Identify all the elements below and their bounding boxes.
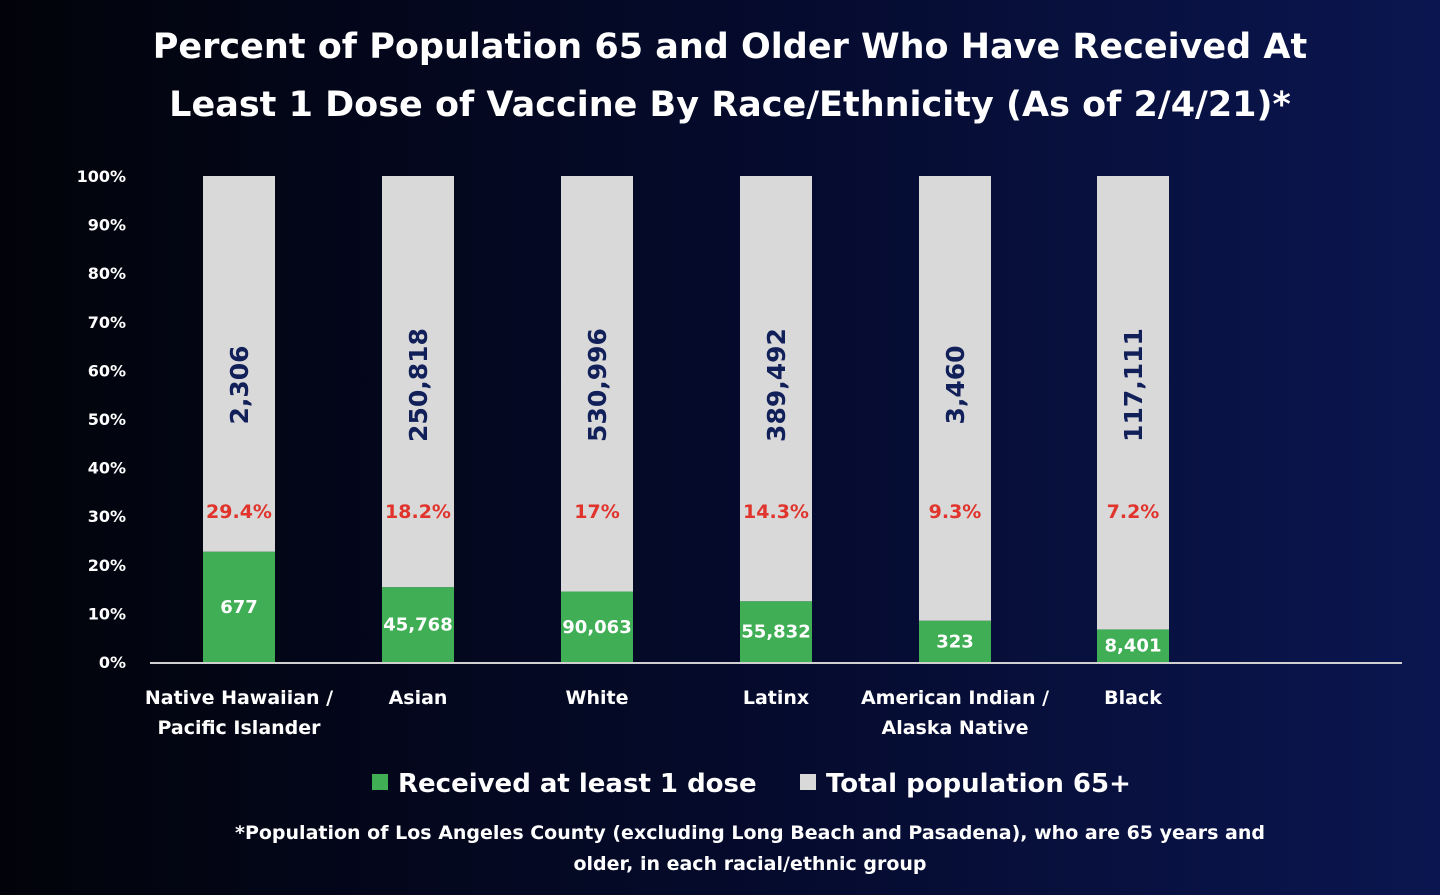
chart-title: Percent of Population 65 and Older Who H… bbox=[152, 27, 1308, 125]
rate-label: 17% bbox=[574, 501, 619, 523]
legend-label: Received at least 1 dose bbox=[398, 769, 757, 799]
count-label: 45,768 bbox=[383, 615, 452, 636]
y-tick-label: 50% bbox=[88, 410, 126, 429]
count-label: 117,111 bbox=[1119, 328, 1148, 442]
bar-segment bbox=[382, 176, 454, 588]
y-tick-label: 90% bbox=[88, 216, 126, 235]
y-tick-label: 0% bbox=[99, 653, 126, 672]
x-tick-label: Black bbox=[1104, 687, 1162, 709]
y-tick-label: 20% bbox=[88, 556, 126, 575]
x-tick-label: White bbox=[565, 687, 629, 709]
bar-segment bbox=[919, 176, 991, 621]
y-tick-label: 70% bbox=[88, 313, 126, 332]
bar-segment bbox=[1097, 629, 1169, 662]
y-tick-label: 30% bbox=[88, 507, 126, 526]
count-label: 8,401 bbox=[1105, 636, 1162, 657]
rate-label: 9.3% bbox=[929, 501, 982, 523]
count-label: 90,063 bbox=[562, 617, 631, 638]
count-label: 677 bbox=[220, 597, 258, 618]
count-label: 3,460 bbox=[941, 345, 970, 424]
bar-segment bbox=[561, 591, 633, 662]
bar-segment bbox=[203, 551, 275, 662]
x-tick-label: American Indian / Alaska Native bbox=[860, 687, 1050, 739]
bar-segment bbox=[1097, 176, 1169, 630]
footnote: *Population of Los Angeles County (exclu… bbox=[235, 822, 1265, 875]
rate-label: 29.4% bbox=[206, 501, 272, 523]
y-tick-label: 10% bbox=[88, 604, 126, 623]
legend-swatch bbox=[800, 774, 816, 790]
x-tick-label: Latinx bbox=[742, 687, 810, 709]
bar-segment bbox=[740, 601, 812, 662]
count-label: 530,996 bbox=[583, 328, 612, 442]
y-tick-label: 100% bbox=[77, 167, 126, 186]
rate-label: 14.3% bbox=[743, 501, 809, 523]
x-tick-label: Native Hawaiian / Pacific Islander bbox=[144, 687, 334, 739]
count-label: 55,832 bbox=[741, 622, 810, 643]
count-label: 2,306 bbox=[225, 345, 254, 424]
rate-label: 18.2% bbox=[385, 501, 451, 523]
y-tick-label: 60% bbox=[88, 361, 126, 380]
count-label: 389,492 bbox=[762, 328, 791, 442]
bar-segment bbox=[740, 176, 812, 602]
legend-label: Total population 65+ bbox=[826, 769, 1131, 799]
bar-segment bbox=[919, 620, 991, 662]
x-tick-label: Asian bbox=[388, 687, 448, 709]
bar-segment bbox=[561, 176, 633, 592]
count-label: 250,818 bbox=[404, 328, 433, 442]
count-label: 323 bbox=[936, 631, 974, 652]
rate-label: 7.2% bbox=[1107, 501, 1160, 523]
bar-segment bbox=[382, 587, 454, 662]
legend-swatch bbox=[372, 774, 388, 790]
y-tick-label: 80% bbox=[88, 264, 126, 283]
bar-segment bbox=[203, 176, 275, 552]
y-tick-label: 40% bbox=[88, 459, 126, 478]
